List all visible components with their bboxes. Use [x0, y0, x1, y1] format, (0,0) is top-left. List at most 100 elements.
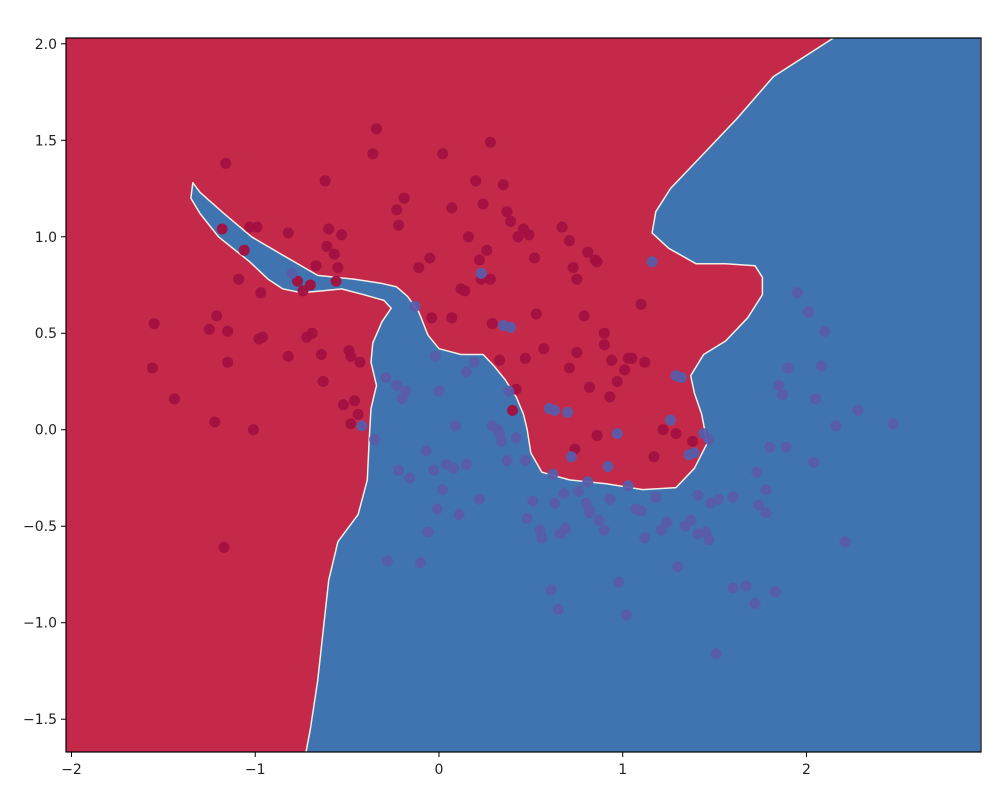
class-1-point [703, 433, 715, 445]
class-0-point [211, 310, 223, 322]
class-0-point [251, 221, 263, 233]
class-0-point [315, 349, 327, 360]
class-1-point [521, 513, 533, 524]
class-0-point [209, 416, 221, 428]
class-0-point [571, 273, 583, 285]
class-0-point [494, 354, 506, 366]
class-0-point [648, 451, 660, 463]
y-tick-label: −1.0 [23, 616, 57, 632]
class-1-point [558, 487, 570, 499]
class-0-point [426, 312, 438, 324]
class-0-point [367, 148, 379, 160]
class-0-point [459, 285, 471, 297]
plot-area [66, 38, 981, 752]
class-1-point [661, 516, 673, 528]
class-1-point [710, 648, 722, 660]
class-0-point [484, 273, 496, 285]
class-0-point [687, 435, 698, 447]
decision-regions [190, 38, 981, 752]
class-1-point [534, 524, 546, 536]
class-1-point [613, 576, 625, 588]
y-tick-label: −0.5 [23, 519, 57, 535]
class-0-point [598, 339, 610, 351]
class-1-point [622, 480, 634, 492]
x-tick-label: −2 [61, 762, 82, 778]
class-0-point [512, 231, 524, 243]
class-1-point [527, 495, 539, 507]
class-0-point [257, 331, 269, 343]
class-1-point [777, 389, 789, 401]
class-0-point [349, 395, 360, 407]
class-0-point [598, 327, 610, 339]
y-axis-ticks: −1.5 −1.0 −0.5 0.0 0.5 1.0 1.5 2.0 [23, 37, 66, 728]
class-1-point [692, 489, 704, 501]
y-tick-label: −1.5 [23, 712, 57, 728]
class-1-point [782, 362, 794, 374]
class-1-point [415, 557, 427, 569]
class-0-point [538, 343, 550, 355]
class-0-point [437, 148, 449, 160]
class-1-point [593, 514, 605, 526]
class-0-point [218, 541, 230, 553]
class-0-point [371, 123, 382, 135]
class-0-point [319, 175, 331, 187]
class-0-point [247, 424, 259, 436]
class-1-point [598, 524, 610, 536]
class-1-point [646, 256, 658, 268]
y-tick-label: 1.0 [35, 230, 57, 246]
x-tick-label: 0 [435, 762, 444, 778]
class-0-point [292, 275, 303, 287]
class-1-point [400, 385, 412, 397]
class-1-point [760, 484, 772, 496]
class-0-point [413, 262, 425, 274]
class-0-point [604, 391, 616, 403]
class-1-point [604, 493, 616, 505]
x-axis-ticks: −2 −1 0 1 2 [61, 752, 811, 778]
class-1-point [670, 370, 682, 382]
class-1-point [356, 420, 368, 432]
class-0-point [470, 175, 482, 187]
class-0-point [639, 356, 651, 368]
class-1-point [473, 493, 485, 505]
class-1-point [611, 428, 623, 440]
class-1-point [639, 532, 651, 544]
class-0-point [481, 244, 493, 256]
class-0-point [146, 362, 158, 374]
class-0-point [571, 347, 583, 358]
class-1-point [635, 505, 647, 517]
class-0-point [670, 428, 682, 440]
class-1-point [420, 445, 432, 457]
class-0-point [424, 252, 436, 264]
class-0-point [306, 327, 318, 339]
class-1-point [773, 379, 785, 391]
class-1-point [573, 486, 585, 497]
class-0-point [611, 376, 623, 387]
class-0-point [567, 262, 579, 274]
class-1-point [672, 561, 684, 573]
y-tick-label: 2.0 [35, 37, 57, 53]
class-0-point [477, 198, 489, 210]
class-1-point [552, 603, 564, 615]
class-1-point [780, 441, 792, 453]
class-0-point [297, 285, 309, 297]
class-0-point [507, 404, 518, 416]
class-1-point [475, 267, 487, 279]
class-0-point [582, 246, 594, 258]
class-0-point [635, 298, 647, 310]
class-1-point [727, 491, 739, 503]
class-1-point [740, 580, 752, 592]
class-0-point [321, 240, 333, 252]
class-1-point [380, 372, 392, 384]
class-0-point [484, 136, 496, 148]
class-1-point [492, 424, 504, 436]
class-1-point [382, 555, 393, 567]
class-0-point [486, 318, 498, 330]
class-0-point [619, 364, 631, 376]
class-0-point [501, 206, 513, 218]
y-tick-label: 1.5 [35, 133, 57, 149]
class-1-point [496, 435, 507, 447]
class-1-point [429, 350, 441, 362]
class-0-point [238, 244, 250, 256]
class-0-point [220, 157, 232, 169]
